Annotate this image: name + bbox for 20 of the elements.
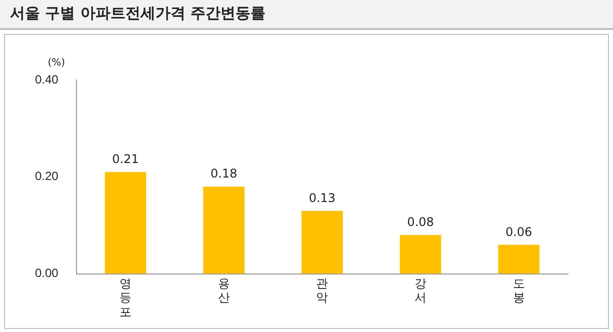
y-tick-label: 0.00 (34, 266, 59, 280)
x-tick-label: 강서 (414, 276, 427, 305)
x-tick-label: 도봉 (512, 276, 525, 305)
x-tick-label: 영등포 (120, 276, 132, 320)
y-tick-label: 0.20 (34, 169, 59, 184)
bar (302, 210, 343, 274)
data-label: 0.18 (210, 166, 238, 181)
bar (203, 186, 244, 274)
bar (498, 244, 540, 274)
y-tick-label: 0.40 (34, 72, 59, 86)
data-label: 0.21 (112, 152, 139, 166)
x-tick-label: 용산 (218, 276, 230, 305)
data-label: 0.13 (308, 190, 336, 205)
data-label: 0.08 (407, 215, 434, 230)
y-axis-title: (%) (48, 58, 66, 69)
bar (400, 235, 442, 274)
data-label: 0.06 (505, 224, 532, 239)
bar (104, 172, 146, 274)
chart-title: 서울 구별 아파트전세가격 주간변동률 (10, 4, 266, 23)
x-tick-label: 관악 (316, 276, 328, 305)
